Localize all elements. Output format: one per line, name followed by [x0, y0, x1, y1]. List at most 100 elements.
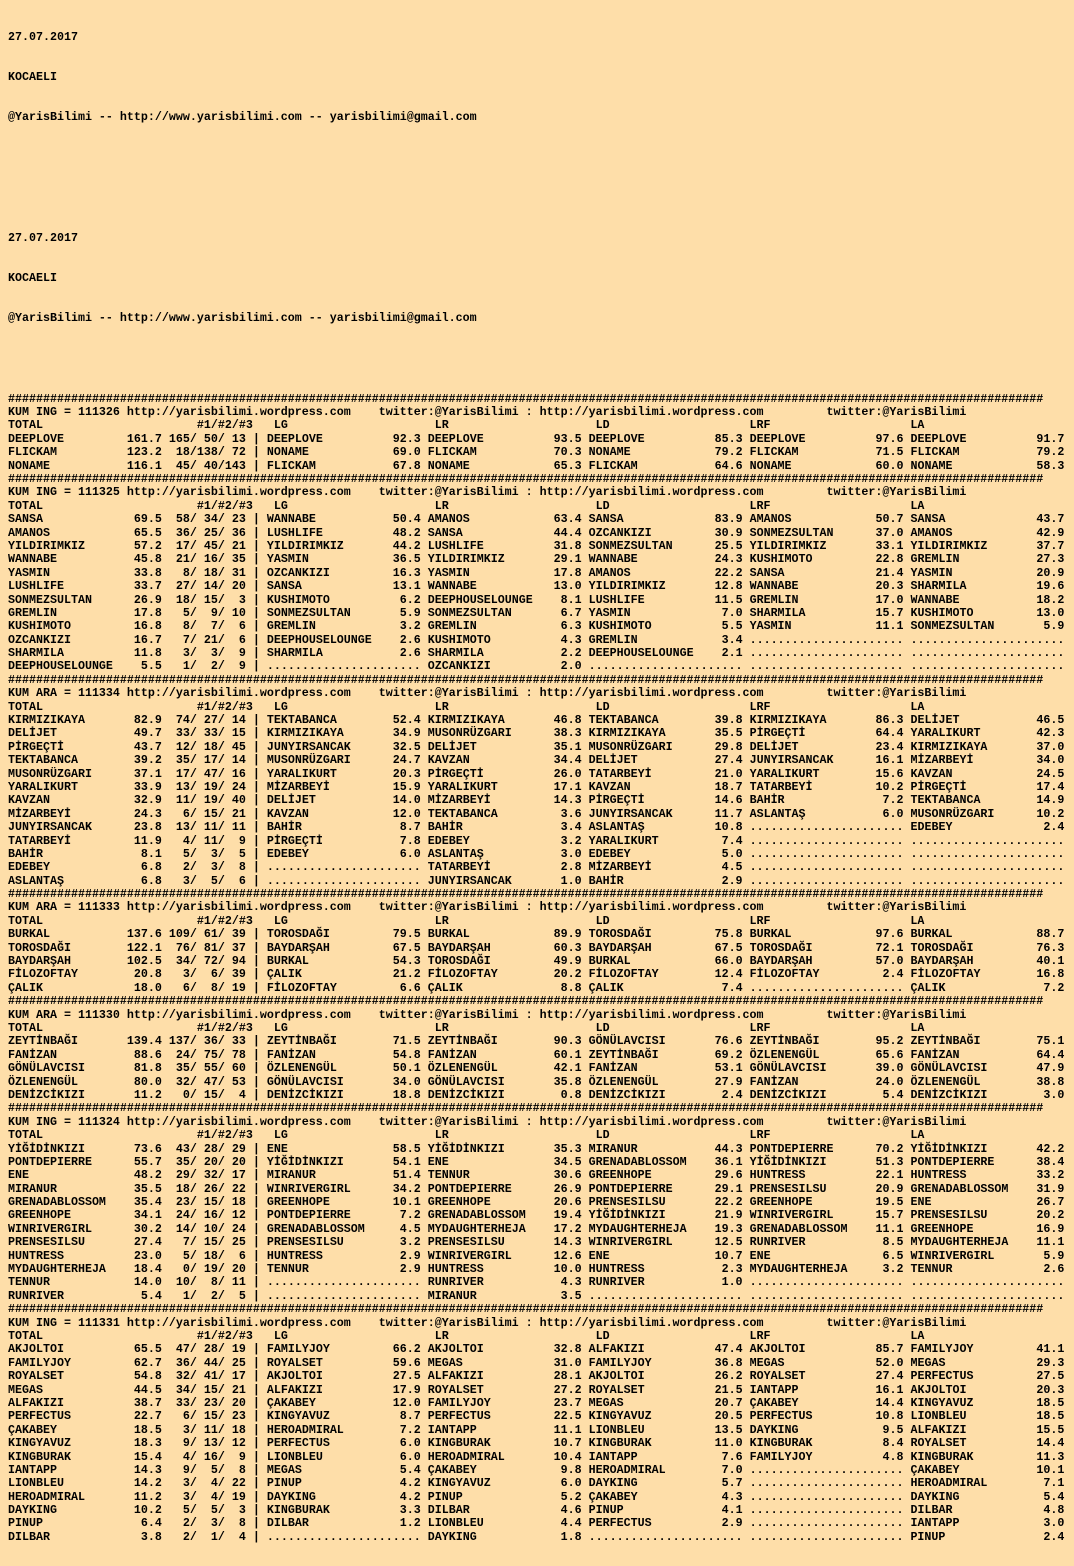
spacer	[421, 552, 428, 566]
spacer	[421, 780, 428, 794]
site-url: http://yarisbilimi.wordpress.com	[126, 485, 379, 500]
lr-entry: ASLANTAŞ 3.0	[428, 847, 589, 861]
separator: ########################################…	[8, 672, 1044, 687]
rank-counts: 17/ 47/ 16	[161, 766, 246, 781]
horse-name: SANSA	[588, 512, 708, 527]
la-entry: ......................	[910, 659, 1064, 673]
horse-name: MEGAS	[266, 1462, 386, 1477]
lg-entry: PONTDEPIERRE 7.2	[267, 1208, 428, 1222]
horse-name: YASMIN	[910, 565, 1030, 580]
horse-name: DEEPLOVE	[910, 431, 1030, 446]
lr-entry: WANNABE 13.0	[428, 579, 589, 593]
column-divider: |	[245, 1395, 267, 1410]
score: 33.1	[868, 538, 904, 553]
score: 4.5	[385, 1221, 421, 1236]
score: 11.1	[868, 619, 904, 634]
spacer	[582, 1061, 589, 1075]
la-entry: BURKAL 88.7	[910, 927, 1064, 941]
score: 2.2	[546, 646, 582, 661]
la-entry: YİĞİDİNKIZI 42.2	[910, 1142, 1064, 1156]
ranks-header: #1/#2/#3	[196, 418, 274, 433]
rank-counts: 36/ 44/ 25	[161, 1355, 246, 1370]
rank-counts: 24/ 16/ 12	[161, 1208, 246, 1223]
table-row: JUNYIRSANCAK 23.8 13/ 11/ 11 | BAHİR 8.7…	[8, 820, 1074, 835]
entry-name: FANİZAN	[8, 1047, 127, 1062]
horse-name: HUNTRESS	[749, 1168, 869, 1183]
horse-name: MEGAS	[588, 1395, 708, 1410]
total-score: 18.3	[126, 1436, 162, 1451]
spacer	[421, 820, 428, 834]
spacer	[743, 753, 750, 767]
column-divider: |	[245, 431, 267, 446]
column-divider: |	[245, 632, 267, 647]
spacer	[903, 1383, 910, 1397]
score: 26.7	[1029, 1195, 1065, 1210]
column-divider: |	[245, 538, 267, 553]
horse-name: ÇAKABEY	[266, 1395, 386, 1410]
entry-name: JUNYIRSANCAK	[8, 820, 127, 835]
lrf-entry: ......................	[750, 1503, 911, 1517]
la-entry: TEKTABANCA 14.9	[910, 793, 1064, 807]
horse-name: FANİZAN	[749, 1074, 869, 1089]
empty-placeholder: ......................	[266, 1275, 421, 1290]
score: 22.8	[868, 552, 904, 567]
horse-name: ROYALSET	[749, 1369, 869, 1384]
table-row: PINUP 6.4 2/ 3/ 8 | DILBAR 1.2 LIONBLEU …	[8, 1517, 1074, 1530]
spacer	[743, 1530, 750, 1544]
race-title-line: KUM ING = 111324 http://yarisbilimi.word…	[8, 1115, 1074, 1129]
horse-name: RUNRIVER	[427, 1275, 547, 1290]
horse-name: MİZARBEYİ	[266, 779, 386, 794]
horse-name: SANSA	[427, 525, 547, 540]
empty-placeholder: ......................	[266, 1529, 421, 1544]
score: 65.6	[868, 1047, 904, 1062]
rank-counts: 6/ 15/ 23	[161, 1409, 246, 1424]
site-url: http://yarisbilimi.wordpress.com	[539, 686, 827, 701]
horse-name: KAVZAN	[427, 753, 547, 768]
total-score: 39.2	[126, 753, 162, 768]
lr-entry: PRENSESILSU 14.3	[428, 1235, 589, 1249]
horse-name: GÖNÜLAVCISI	[427, 1074, 547, 1089]
entry-name: TEKTABANCA	[8, 753, 127, 768]
spacer	[582, 1463, 589, 1477]
spacer	[903, 1289, 910, 1303]
horse-name: BURKAL	[588, 954, 708, 969]
score: 14.9	[1029, 793, 1065, 808]
horse-name: FİLOZOFTAY	[749, 967, 869, 982]
lrf-entry: BAHİR 7.2	[750, 793, 911, 807]
score: 20.2	[546, 967, 582, 982]
la-entry: PİRGEÇTİ 17.4	[910, 780, 1064, 794]
score: 34.0	[385, 1074, 421, 1089]
column-divider: |	[245, 1087, 267, 1102]
horse-name: NONAME	[266, 445, 386, 460]
table-row: GREENHOPE 34.1 24/ 16/ 12 | PONTDEPIERRE…	[8, 1209, 1074, 1222]
horse-name: DILBAR	[427, 1503, 547, 1518]
score: 39.8	[707, 713, 743, 728]
lrf-entry: ......................	[750, 633, 911, 647]
table-row: MUSONRÜZGARI 37.1 17/ 47/ 16 | YARALIKUR…	[8, 766, 1074, 781]
entry-name: BAYDARŞAH	[8, 954, 127, 969]
score: 65.3	[546, 458, 582, 473]
rank-counts: 3/ 5/ 6	[161, 873, 246, 888]
horse-name: DENİZCİKIZI	[910, 1087, 1030, 1102]
column-divider: |	[245, 1342, 267, 1357]
score: 35.5	[707, 726, 743, 741]
lrf-entry: IANTAPP 16.1	[750, 1383, 911, 1397]
score: 67.5	[385, 940, 421, 955]
twitter-handle: twitter:@YarisBilimi	[378, 405, 519, 420]
section-header-lr: LR	[434, 1021, 596, 1035]
lg-entry: DILBAR 1.2	[267, 1516, 428, 1530]
horse-name: YASMIN	[588, 605, 708, 620]
blank-line	[8, 151, 1074, 164]
spacer	[743, 1396, 750, 1410]
horse-name: FLICKAM	[749, 445, 869, 460]
spacer	[743, 820, 750, 834]
rank-counts: 5/ 9/ 10	[161, 605, 246, 620]
score: 5.4	[385, 1462, 421, 1477]
score: 2.4	[868, 967, 904, 982]
column-divider: |	[245, 565, 267, 580]
spacer	[421, 793, 428, 807]
lg-entry: LIONBLEU 6.0	[267, 1450, 428, 1464]
table-row: YİĞİDİNKIZI 73.6 43/ 28/ 29 | ENE 58.5 Y…	[8, 1142, 1074, 1156]
lr-entry: DAYKING 1.8	[428, 1530, 589, 1544]
score: 27.5	[385, 1369, 421, 1384]
